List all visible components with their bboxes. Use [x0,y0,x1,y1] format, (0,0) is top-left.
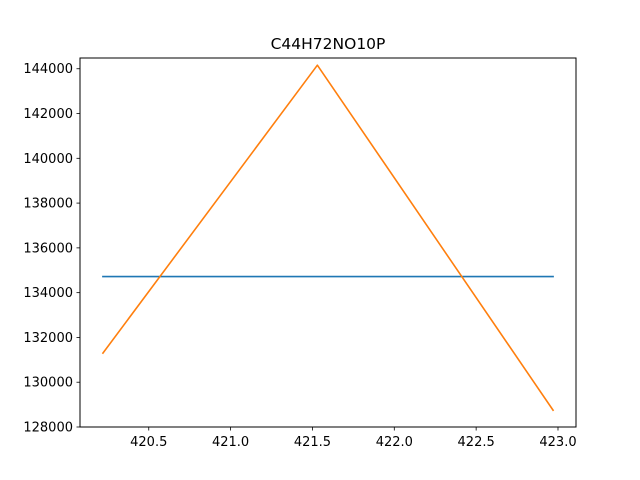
x-tick-label: 420.5 [130,435,167,450]
y-axis: 128000 130000 132000 134000 136000 138000 1400… [23,62,80,436]
y-tick-label: 140000 [23,152,73,167]
y-tick-label: 128000 [23,421,73,436]
y-tick-label: 136000 [23,241,73,256]
series-layer [101,64,555,412]
x-axis: 420.5 421.0 421.5 422.0 422.5 423.0 [130,427,577,450]
x-tick-label: 421.5 [294,435,331,450]
y-tick-label: 142000 [23,107,73,122]
y-tick-label: 144000 [23,62,73,77]
x-tick-label: 421.0 [212,435,249,450]
chart-title: C44H72NO10P [271,35,386,53]
y-tick-label: 134000 [23,286,73,301]
x-tick-label: 423.0 [539,435,576,450]
series-line-2 [101,64,555,412]
x-tick-label: 422.5 [458,435,495,450]
y-tick-label: 130000 [23,376,73,391]
axes-frame [79,57,577,428]
y-tick-label: 138000 [23,197,73,212]
x-tick-label: 422.0 [376,435,413,450]
y-tick-label: 132000 [23,331,73,346]
